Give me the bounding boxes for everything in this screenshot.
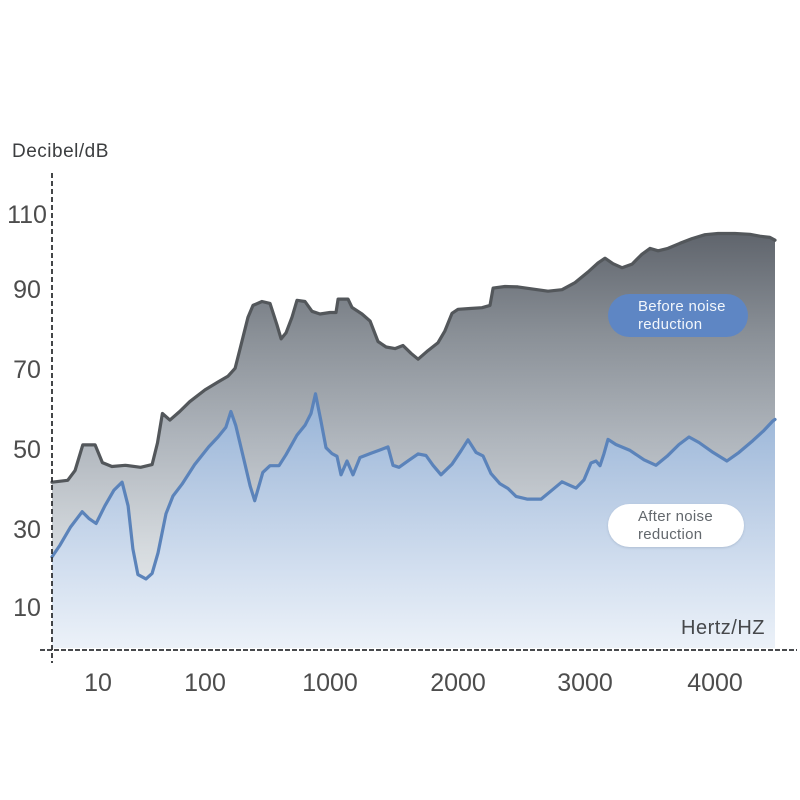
y-tick-110: 110 <box>7 201 47 229</box>
after-noise-label-line2: reduction <box>638 526 703 543</box>
after-noise-label-line1: After noise <box>638 508 714 525</box>
before-noise-label-line1: Before noise <box>638 298 726 315</box>
x-tick-100: 100 <box>184 669 226 697</box>
y-tick-70: 70 <box>13 356 41 384</box>
before-noise-label-line2: reduction <box>638 316 703 333</box>
y-tick-50: 50 <box>13 436 41 464</box>
y-axis-title: Decibel/dB <box>12 141 109 162</box>
after-noise-line <box>50 392 777 581</box>
after-noise-label-pill: After noise reduction <box>608 504 744 547</box>
x-tick-3000: 3000 <box>557 669 613 697</box>
x-tick-10: 10 <box>84 669 112 697</box>
before-noise-line <box>50 231 777 484</box>
x-tick-2000: 2000 <box>430 669 486 697</box>
after-noise-area <box>52 393 775 648</box>
y-tick-90: 90 <box>13 276 41 304</box>
before-noise-label-pill: Before noise reduction <box>608 294 748 337</box>
x-tick-4000: 4000 <box>687 669 743 697</box>
x-tick-1000: 1000 <box>302 669 358 697</box>
x-axis-title: Hertz/HZ <box>681 617 765 639</box>
y-tick-10: 10 <box>13 594 41 622</box>
y-tick-30: 30 <box>13 516 41 544</box>
